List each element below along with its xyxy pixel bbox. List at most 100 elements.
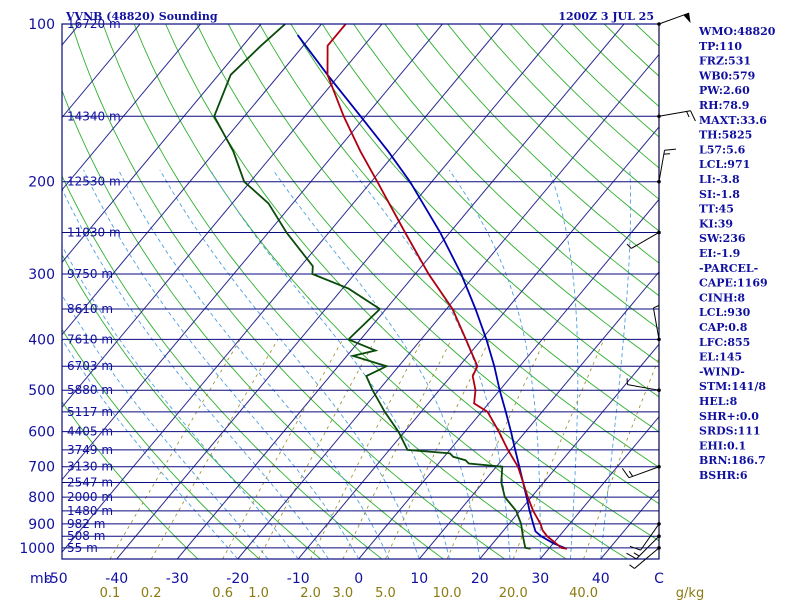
mixing-ratio-line (109, 339, 241, 559)
mixing-ratio-tick-label: 0.1 (100, 586, 121, 600)
dry-adiabat (102, 24, 567, 559)
moist-adiabat (83, 169, 360, 559)
dry-adiabat (321, 24, 659, 364)
sounding-index: SW:236 (699, 232, 746, 245)
pressure-tick-label: 1000 (19, 541, 55, 557)
wind-barb-point (657, 522, 661, 526)
pressure-tick-label: 100 (28, 17, 55, 33)
sounding-index: TP:110 (699, 40, 742, 53)
sounding-index: RH:78.9 (699, 99, 749, 112)
pressure-tick-label: 900 (28, 517, 55, 533)
sounding-index: LI:-3.8 (699, 173, 740, 186)
mixing-ratio-tick-label: 3.0 (332, 586, 353, 600)
moist-adiabat (118, 169, 390, 559)
wind-barb-point (657, 179, 661, 184)
wind-barb-point (657, 22, 661, 26)
temperature-tick-label: -50 (45, 571, 68, 587)
mixing-ratio-tick-label: 1.0 (248, 586, 269, 600)
wind-barb-half-flag (633, 552, 640, 557)
sounding-index: BSHR:6 (699, 469, 748, 482)
isotherm (237, 53, 659, 559)
wind-barb (652, 304, 661, 342)
moist-adiabat (209, 169, 450, 559)
sounding-index: LFC:855 (699, 336, 750, 349)
moist-adiabat (351, 169, 511, 559)
wind-barb-staff (631, 232, 660, 249)
dry-adiabat (71, 24, 505, 559)
sounding-index: FRZ:531 (699, 55, 751, 68)
temperature-tick-label: 10 (410, 571, 428, 587)
temperature-tick-label: 0 (354, 571, 363, 587)
sounding-index: CAP:0.8 (699, 321, 748, 334)
sounding-index: TH:5825 (699, 129, 752, 142)
temperature-tick-label: 40 (592, 571, 610, 587)
height-label: 508 m (67, 529, 105, 543)
isotherm (539, 415, 659, 559)
mixing-ratio-tick-label: 5.0 (375, 586, 396, 600)
wind-barb (657, 148, 676, 184)
height-label: 16720 m (67, 17, 121, 31)
sounding-index: KI:39 (699, 217, 733, 230)
wind-barb-half-flag (686, 111, 690, 118)
wind-barb-flag (664, 148, 676, 151)
sounding-index: EL:145 (699, 351, 742, 364)
mixing-ratio-tick-label: 0.2 (141, 586, 162, 600)
height-label: 5117 m (67, 405, 113, 419)
wind-barb (629, 522, 661, 551)
dry-adiabat (62, 401, 199, 559)
wind-barb-point (657, 337, 661, 342)
wind-barb-flag (690, 110, 696, 122)
wind-barbs (621, 12, 696, 569)
dry-adiabat (290, 24, 659, 398)
mixing-ratio-line (385, 339, 491, 559)
dry-adiabat (384, 24, 659, 297)
wind-barb-half-flag (626, 243, 632, 249)
height-label: 5880 m (67, 383, 113, 397)
sounding-index: -PARCEL- (699, 262, 758, 275)
mixing-ratio-tick-label: 2.0 (300, 586, 321, 600)
height-label: 55 m (67, 541, 98, 555)
dry-adiabat (62, 253, 321, 559)
mixing-ratio-tick-label: 10.0 (433, 586, 462, 600)
wind-barb (657, 110, 696, 122)
sounding-index: PW:2.60 (699, 84, 750, 97)
mixing-ratio-tick-label: 0.6 (212, 586, 233, 600)
pressure-tick-label: 300 (28, 267, 55, 283)
temperature-unit-label: C (654, 571, 664, 587)
moist-adiabat (62, 244, 299, 559)
dry-adiabat (196, 24, 659, 505)
height-label: 3749 m (67, 443, 113, 457)
grid-layer (62, 24, 659, 559)
isotherm (62, 24, 201, 191)
sounding-index: LCL:930 (699, 306, 751, 319)
wind-barb (657, 12, 691, 26)
sounding-index: WMO:48820 (698, 25, 776, 38)
pressure-axis: 100 200 300 400 500 600 700 800 900 1000 (19, 17, 55, 557)
dry-adiabat (165, 24, 659, 542)
sounding-index: HEL:8 (699, 395, 738, 408)
dry-adiabat (62, 89, 444, 559)
temperature-tick-label: -30 (166, 571, 189, 587)
wind-barb-staff (634, 547, 660, 569)
dry-adiabat (259, 24, 659, 433)
wind-barb-point (657, 534, 661, 539)
dry-adiabat (62, 328, 260, 559)
height-label: 1480 m (67, 504, 113, 518)
moist-adiabat (448, 169, 541, 559)
pressure-tick-label: 800 (28, 490, 55, 506)
temperature-tick-label: -10 (287, 571, 310, 587)
sounding-index: WB0:579 (698, 69, 755, 82)
wind-barb-point (657, 230, 661, 235)
height-label: 3130 m (67, 460, 113, 474)
wind-barb-flag (626, 552, 637, 560)
isotherm (62, 24, 443, 481)
wind-barb-staff (658, 12, 690, 25)
chart-time-label: 1200Z 3 JUL 25 (558, 10, 654, 23)
wind-barb-staff (640, 523, 660, 551)
isotherm (418, 271, 659, 559)
sounding-index: CAPE:1169 (699, 277, 768, 290)
chart-title: VVNB (48820) Sounding (65, 10, 218, 23)
temperature-trace (326, 24, 568, 550)
mixing-ratio-unit-label: g/kg (676, 586, 704, 600)
isotherm (62, 24, 141, 119)
